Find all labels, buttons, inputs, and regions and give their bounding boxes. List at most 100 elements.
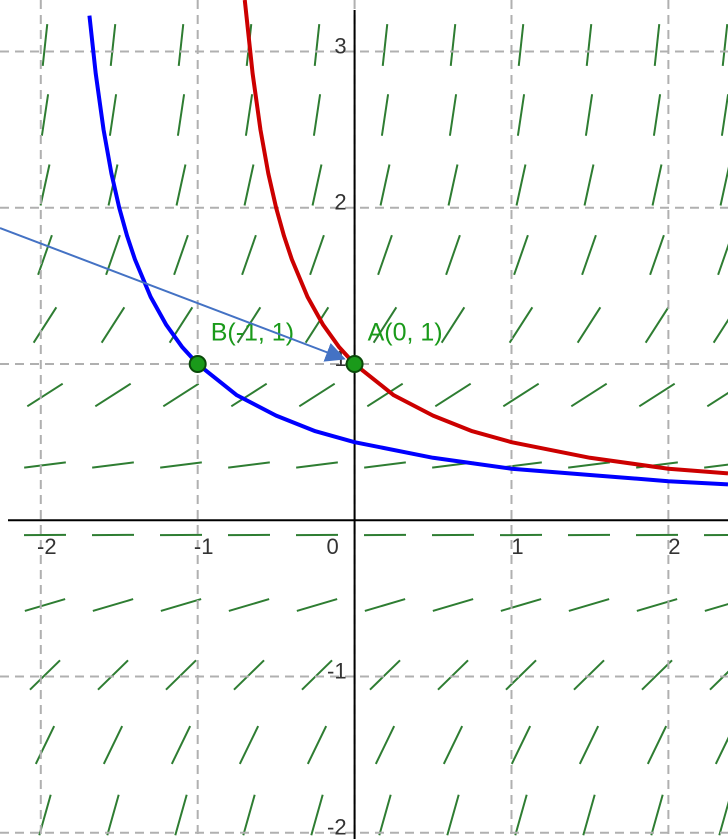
slope-segment xyxy=(374,725,396,765)
slope-segment xyxy=(570,382,608,408)
slope-segment xyxy=(298,382,336,408)
slope-segment xyxy=(170,725,192,765)
slope-segment xyxy=(719,166,728,206)
slope-segment xyxy=(508,306,534,344)
x-tick-label: 2 xyxy=(668,534,680,559)
slope-segment xyxy=(377,234,393,276)
x-tick-label: -1 xyxy=(194,534,214,559)
slope-segment xyxy=(515,164,527,206)
slope-segment xyxy=(568,461,610,469)
slope-segment xyxy=(447,164,459,206)
slope-segment xyxy=(175,164,187,206)
slope-segment xyxy=(29,659,61,691)
slope-segment xyxy=(243,164,255,206)
slope-segment xyxy=(704,463,728,469)
slope-segment xyxy=(108,94,118,136)
slope-segment xyxy=(568,598,610,612)
slope-segment xyxy=(646,725,668,765)
slope-segment xyxy=(309,234,325,276)
slope-segment xyxy=(301,659,333,691)
slope-segment xyxy=(313,24,321,66)
point xyxy=(345,355,364,374)
slope-segment xyxy=(434,382,472,408)
slope-segment xyxy=(233,659,265,691)
slope-segment xyxy=(26,382,64,408)
slope-segment xyxy=(24,598,66,612)
slope-segment xyxy=(39,164,51,206)
curve xyxy=(87,15,728,487)
slope-segment xyxy=(442,725,464,765)
slope-segment xyxy=(162,382,200,408)
slope-segment xyxy=(228,598,270,612)
slope-segment xyxy=(581,234,597,276)
slope-segment xyxy=(500,598,542,612)
slope-segment xyxy=(24,461,66,469)
slope-segment xyxy=(381,24,389,66)
slope-segment xyxy=(510,725,532,765)
point xyxy=(188,355,207,374)
slope-segment xyxy=(644,306,670,344)
slope-segment xyxy=(449,24,457,66)
slope-segment xyxy=(369,659,401,691)
slope-segment xyxy=(176,94,186,136)
slope-segment xyxy=(372,306,398,344)
slope-segment xyxy=(641,659,673,691)
slope-segment xyxy=(160,461,202,469)
slope-segment xyxy=(312,94,322,136)
slope-segment xyxy=(709,670,728,691)
curves xyxy=(87,0,728,487)
slope-segment xyxy=(446,794,460,836)
slope-segment xyxy=(94,382,132,408)
slope-segment xyxy=(238,725,260,765)
slope-segment xyxy=(573,659,605,691)
slope-segment xyxy=(37,234,53,276)
x-tick-label: 0 xyxy=(326,534,338,559)
point-label: A(0, 1) xyxy=(368,319,443,347)
slope-segment xyxy=(440,306,466,344)
slope-segment xyxy=(241,234,257,276)
slope-segment xyxy=(92,461,134,469)
slope-segment xyxy=(177,24,185,66)
slope-segment xyxy=(650,794,664,836)
slope-segment xyxy=(717,243,728,276)
slope-segment xyxy=(366,382,404,408)
slope-segment xyxy=(638,382,676,408)
slope-segment xyxy=(106,794,120,836)
slope-segment xyxy=(109,24,117,66)
slope-segment xyxy=(720,94,728,136)
slope-segment xyxy=(704,603,728,612)
slope-segment xyxy=(721,24,728,66)
y-tick-label: 3 xyxy=(334,33,346,58)
slope-segment xyxy=(505,659,537,691)
slope-segment xyxy=(714,736,728,765)
slope-segment xyxy=(244,94,254,136)
slope-segment xyxy=(34,725,56,765)
slope-segment xyxy=(102,725,124,765)
slope-segment xyxy=(445,234,461,276)
slope-segment xyxy=(296,461,338,469)
slope-segment xyxy=(100,306,126,344)
slope-segment xyxy=(706,391,728,408)
slope-segment xyxy=(364,461,406,469)
slope-segment xyxy=(516,94,526,136)
slope-segment xyxy=(296,598,338,612)
slope-segment xyxy=(583,164,595,206)
slope-segment xyxy=(514,794,528,836)
slope-segment xyxy=(448,94,458,136)
slope-segment xyxy=(582,794,596,836)
slope-field xyxy=(23,24,728,836)
slope-segment xyxy=(437,659,469,691)
slope-segment xyxy=(173,234,189,276)
slope-segment xyxy=(97,659,129,691)
slope-segment xyxy=(636,598,678,612)
slope-segment xyxy=(364,598,406,612)
slope-segment xyxy=(378,794,392,836)
slope-segment xyxy=(228,461,270,469)
slope-segment xyxy=(311,164,323,206)
slope-segment xyxy=(40,94,50,136)
slope-segment xyxy=(304,306,330,344)
x-tick-label: 1 xyxy=(511,534,523,559)
slope-segment xyxy=(160,598,202,612)
